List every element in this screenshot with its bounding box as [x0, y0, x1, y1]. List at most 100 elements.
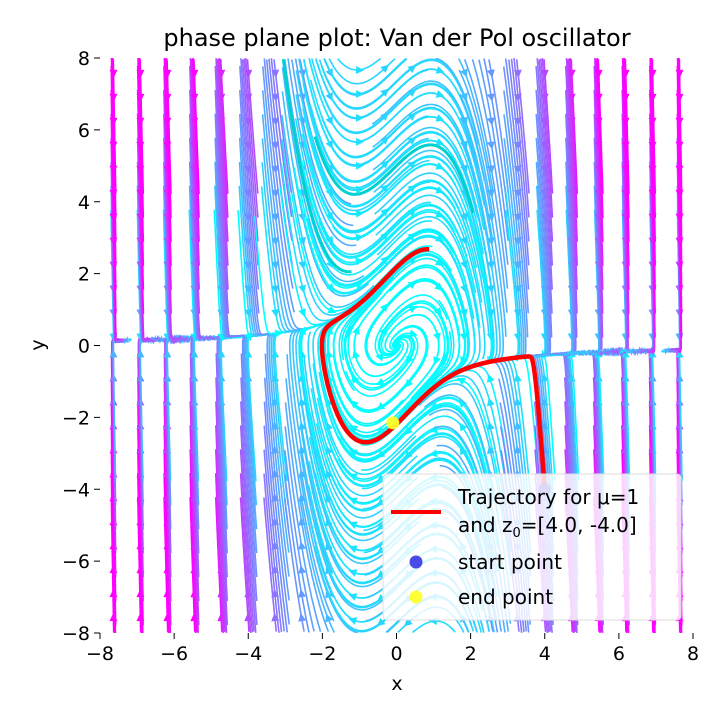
stream-arrow [460, 236, 468, 246]
stream-arrow [271, 308, 280, 318]
stream-arrow [217, 69, 226, 78]
streamline [374, 172, 490, 336]
x-tick-label: −2 [308, 643, 336, 665]
stream-arrow [435, 138, 445, 146]
streamline-strong [313, 136, 475, 214]
stream-arrow [380, 255, 389, 265]
streamline [214, 473, 224, 633]
stream-arrow [404, 378, 414, 388]
streamline [503, 90, 529, 338]
streamline [312, 363, 462, 480]
stream-arrow [298, 565, 307, 574]
stream-arrow [271, 93, 280, 102]
chart-title: phase plane plot: Van der Pol oscillator [163, 24, 630, 52]
streamline [273, 59, 293, 193]
streamline [510, 58, 530, 242]
stream-arrow [486, 309, 495, 318]
stream-arrow [435, 186, 445, 194]
streamline [189, 425, 199, 632]
stream-arrow [435, 210, 445, 218]
stream-arrow [298, 284, 307, 294]
streamline [166, 59, 172, 194]
stream-arrow [271, 285, 280, 294]
stream-arrow [298, 260, 307, 270]
streamline [239, 497, 250, 632]
streamline [261, 90, 305, 330]
stream-arrow [355, 89, 365, 98]
streamline [243, 58, 259, 242]
stream-arrow [325, 445, 333, 455]
x-tick-label: −8 [86, 643, 114, 665]
streamline [217, 58, 229, 242]
streamline [565, 89, 578, 338]
streamline [291, 59, 354, 227]
stream-arrow [375, 377, 385, 386]
stream-arrow [594, 373, 603, 382]
stream-arrow [459, 446, 468, 456]
streamline [376, 215, 481, 374]
stream-arrow [486, 165, 495, 174]
stream-arrow [459, 333, 468, 342]
x-tick-label: 4 [539, 643, 551, 665]
stream-arrow [486, 189, 495, 198]
stream-arrow [594, 93, 603, 102]
streamline [660, 346, 683, 482]
stream-arrow [349, 449, 359, 457]
stream-arrow [325, 68, 333, 78]
streamline [513, 58, 530, 218]
stream-arrow [486, 141, 495, 150]
streamline [215, 401, 228, 633]
streamline [264, 353, 290, 601]
stream-arrow [380, 232, 389, 241]
streamline [263, 473, 280, 633]
stream-arrow [648, 69, 657, 78]
stream-arrow [621, 373, 630, 382]
streamline [366, 313, 440, 427]
streamline [244, 58, 259, 218]
stream-arrow [404, 450, 413, 459]
streamline [215, 425, 226, 632]
legend-start-marker [409, 555, 423, 569]
streamline [246, 59, 259, 194]
stream-arrow [298, 397, 307, 406]
stream-arrow [486, 69, 495, 78]
stream-arrow [163, 349, 172, 358]
stream-arrow [429, 401, 439, 410]
streamline [597, 59, 604, 194]
stream-arrow [326, 283, 335, 292]
streamline [241, 59, 259, 266]
stream-arrow [217, 349, 226, 358]
stream-arrow [675, 69, 684, 78]
stream-arrow [407, 64, 417, 74]
streamline [478, 59, 509, 241]
stream-arrow [486, 421, 495, 431]
streamline [539, 58, 554, 242]
streamline [263, 497, 278, 632]
stream-arrow [404, 426, 413, 436]
stream-arrow [406, 355, 414, 365]
streamline [535, 89, 553, 338]
streamline [215, 449, 225, 633]
stream-arrow [408, 305, 418, 314]
stream-arrow [407, 208, 417, 217]
stream-arrow [513, 421, 522, 430]
y-tick-label: −2 [62, 407, 90, 429]
streamline [515, 59, 530, 194]
stream-arrow [352, 325, 360, 335]
stream-arrow [190, 93, 199, 102]
streamline [435, 58, 494, 215]
stream-arrow [325, 613, 333, 623]
streamline [268, 329, 301, 553]
streamline [281, 139, 382, 316]
streamline [332, 324, 429, 414]
stream-arrow [380, 64, 389, 73]
streamline [263, 449, 283, 633]
stream-arrow [433, 332, 441, 342]
stream-arrow [675, 349, 684, 358]
streamline [331, 211, 481, 328]
streamline [215, 353, 228, 602]
stream-arrow [594, 69, 603, 78]
streamline [216, 59, 229, 266]
streamline [239, 89, 264, 336]
streamline [284, 474, 310, 633]
